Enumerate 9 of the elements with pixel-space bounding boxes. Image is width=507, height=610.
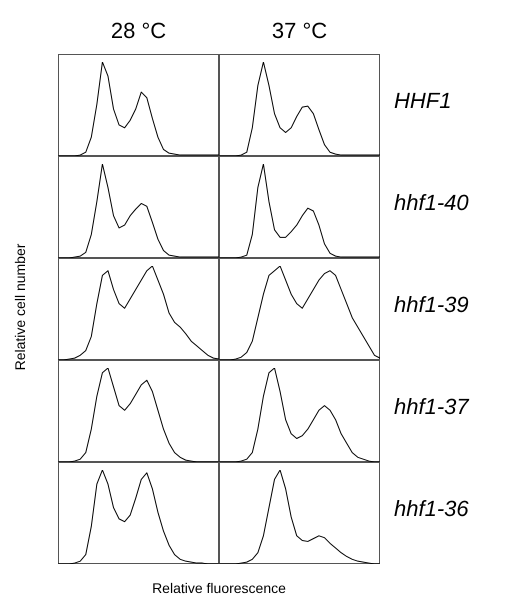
text: hhf1-40 <box>394 190 469 216</box>
text: hhf1-37 <box>394 394 469 420</box>
text: hhf1-39 <box>394 292 469 318</box>
chart-title: 37 °C <box>270 18 328 44</box>
x-axis-title: Relative fluorescence <box>151 580 287 596</box>
chart-title: 28 °C <box>110 18 168 44</box>
text: HHF1 <box>394 88 452 114</box>
y-axis-title: Relative cell number <box>12 242 28 372</box>
text: hhf1-36 <box>394 496 469 522</box>
